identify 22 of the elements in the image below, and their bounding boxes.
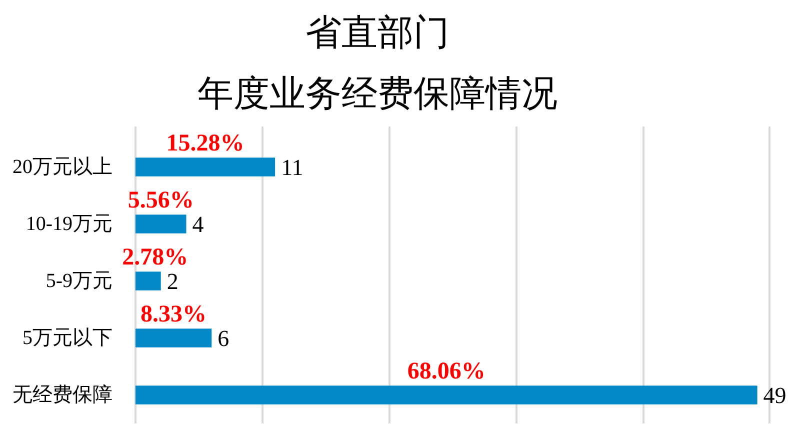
annotation: 8.33% bbox=[140, 302, 207, 328]
data-label: 2 bbox=[166, 268, 178, 294]
y-tick-label: 5万元以下 bbox=[22, 326, 112, 349]
data-label: 6 bbox=[218, 326, 230, 351]
annotation: 2.78% bbox=[122, 244, 188, 271]
annotation: 68.06% bbox=[407, 358, 486, 385]
bar bbox=[135, 328, 212, 348]
y-tick-label: 20万元以上 bbox=[12, 156, 112, 178]
data-label: 49 bbox=[763, 382, 786, 408]
bar bbox=[135, 272, 161, 290]
bar bbox=[135, 158, 276, 176]
bar bbox=[135, 386, 758, 404]
y-tick-label: 5-9万元 bbox=[46, 270, 113, 292]
chart-title: 省直部门 bbox=[306, 12, 450, 54]
annotation: 5.56% bbox=[128, 188, 194, 214]
y-tick-label: 10-19万元 bbox=[26, 212, 113, 235]
data-label: 11 bbox=[281, 154, 304, 180]
data-label: 4 bbox=[192, 212, 204, 237]
y-tick-label: 无经费保障 bbox=[12, 384, 112, 406]
annotation: 15.28% bbox=[166, 130, 244, 157]
bar bbox=[135, 214, 186, 234]
chart-subtitle: 年度业务经费保障情况 bbox=[198, 74, 558, 114]
